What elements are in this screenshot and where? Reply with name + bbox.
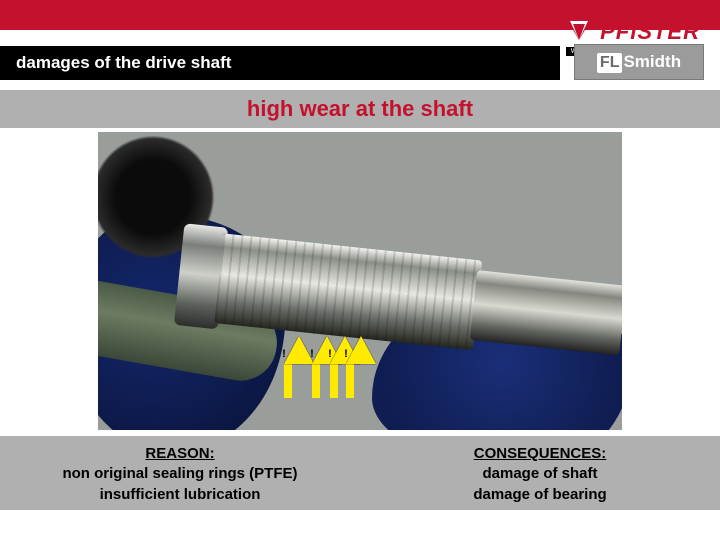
consequences-line-2: damage of bearing	[360, 485, 720, 505]
subtitle-text: high wear at the shaft	[0, 90, 720, 128]
pfister-wordmark: PFISTER	[600, 19, 700, 45]
pfister-triangle-icon	[566, 18, 592, 45]
slide-title: damages of the drive shaft	[0, 46, 560, 80]
reason-line-2: insufficient lubrication	[0, 485, 360, 505]
flsmidth-fl: FL	[597, 53, 623, 73]
reason-header: REASON:	[0, 444, 360, 464]
shaft-photo	[98, 132, 622, 430]
flsmidth-rest: Smidth	[623, 52, 681, 71]
flsmidth-logo: FLSmidth	[574, 44, 704, 80]
reason-line-1: non original sealing rings (PTFE)	[0, 464, 360, 484]
consequences-line-1: damage of shaft	[360, 464, 720, 484]
subtitle-band: high wear at the shaft	[0, 90, 720, 128]
consequences-column: CONSEQUENCES: damage of shaft damage of …	[360, 436, 720, 510]
bottom-info-band: REASON: non original sealing rings (PTFE…	[0, 436, 720, 510]
reason-column: REASON: non original sealing rings (PTFE…	[0, 436, 360, 510]
consequences-header: CONSEQUENCES:	[360, 444, 720, 464]
